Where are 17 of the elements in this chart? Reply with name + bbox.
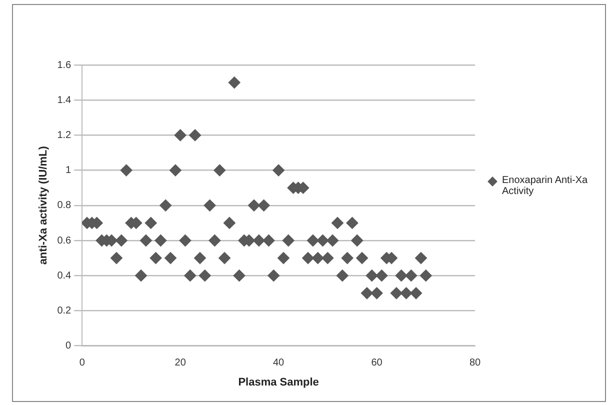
- y-tick-label: 0.8: [57, 200, 72, 212]
- y-tick-label: 1.4: [57, 94, 72, 106]
- x-axis-title: Plasma Sample: [238, 376, 319, 388]
- x-tick-label: 80: [469, 358, 481, 369]
- y-axis-title: anti-Xa activity (IU/mL): [38, 146, 50, 265]
- x-tick-label: 20: [174, 358, 186, 369]
- y-tick-label: 0.4: [57, 270, 72, 282]
- y-tick-label: 1.2: [57, 130, 72, 141]
- y-tick-label: 1.6: [57, 60, 72, 71]
- x-tick-label: 40: [272, 358, 285, 369]
- y-tick-label: 1: [66, 165, 72, 176]
- y-tick-label: 0.2: [57, 305, 72, 316]
- y-tick-label: 0: [66, 340, 72, 352]
- x-tick-label: 60: [371, 358, 383, 369]
- x-tick-label: 0: [79, 358, 86, 369]
- legend-label: Enoxaparin Anti-Xa Activity: [502, 175, 589, 197]
- y-tick-label: 0.6: [57, 235, 72, 246]
